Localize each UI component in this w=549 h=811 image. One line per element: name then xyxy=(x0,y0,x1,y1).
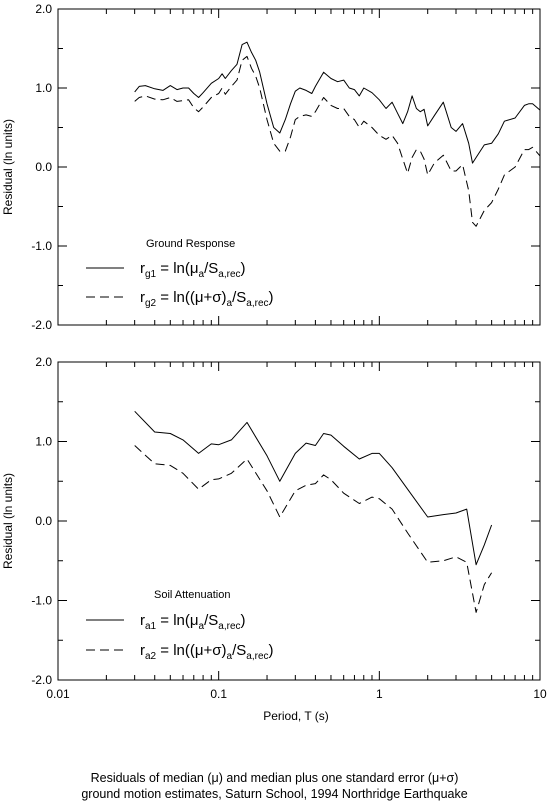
caption-line-2: ground motion estimates, Saturn School, … xyxy=(81,787,468,801)
y-tick-label: 2.0 xyxy=(35,355,52,369)
x-axis-label: Period, T (s) xyxy=(263,709,329,723)
panel-ground-response: 2.0 1.0 0.0 -1.0 -2.0 Residual (ln units) Gro… xyxy=(1,2,541,332)
legend-eq-mid: /S xyxy=(204,260,218,277)
legend-item-ra2: ra2 = ln((μ+σ)a/Sa,rec) xyxy=(86,642,274,662)
legend-eq-mid: /S xyxy=(232,642,246,659)
panel-soil-attenuation: 2.0 1.0 0.0 -1.0 -2.0 Residual (ln units) 0.01… xyxy=(1,355,547,701)
legend-eq-sub: a xyxy=(199,621,205,632)
legend-eq-pre: = ln(μ xyxy=(156,612,198,629)
legend-symbol-subscript: g2 xyxy=(145,298,157,309)
svg-text:ra2 = ln((μ+σ)a/Sa,rec): ra2 = ln((μ+σ)a/Sa,rec) xyxy=(140,642,274,662)
y-tick-label: -2.0 xyxy=(31,673,52,687)
svg-text:rg2 = ln((μ+σ)a/Sa,rec): rg2 = ln((μ+σ)a/Sa,rec) xyxy=(140,289,274,309)
x-tick-label: 0.01 xyxy=(46,687,70,701)
legend-eq-post: ) xyxy=(269,642,274,659)
legend-eq-pre: = ln(μ xyxy=(156,260,198,277)
y-tick-label: 1.0 xyxy=(35,435,52,449)
legend-symbol: r xyxy=(140,642,145,659)
legend-symbol: r xyxy=(140,260,145,277)
y-axis-label: Residual (ln units) xyxy=(1,473,15,569)
caption-line-1: Residuals of median (μ) and median plus … xyxy=(90,771,459,785)
series-line-dashed xyxy=(134,55,541,227)
legend-item-rg1: rg1 = ln(μa/Sa,rec) xyxy=(86,260,246,280)
legend-eq-mid: /S xyxy=(232,289,246,306)
legend-symbol-subscript: a1 xyxy=(145,621,157,632)
legend-eq-post: ) xyxy=(269,289,274,306)
legend-item-rg2: rg2 = ln((μ+σ)a/Sa,rec) xyxy=(86,289,274,309)
legend-item-ra1: ra1 = ln(μa/Sa,rec) xyxy=(86,612,246,632)
plot-frame xyxy=(57,8,541,326)
y-tick-label: -1.0 xyxy=(31,594,52,608)
legend-eq-post: ) xyxy=(241,612,246,629)
legend-eq-sub2: a,rec xyxy=(218,621,240,632)
legend-symbol: r xyxy=(140,612,145,629)
svg-text:rg1 = ln(μa/Sa,rec): rg1 = ln(μa/Sa,rec) xyxy=(140,260,246,280)
legend-title-ground-response: Ground Response xyxy=(146,238,235,250)
figure-caption: Residuals of median (μ) and median plus … xyxy=(0,770,549,802)
legend-eq-sub: a xyxy=(227,298,233,309)
legend-eq-sub2: a,rec xyxy=(246,651,268,662)
series-line-solid xyxy=(134,41,541,164)
y-tick-label: 0.0 xyxy=(35,160,52,174)
legend-eq-sub2: a,rec xyxy=(218,269,240,280)
legend-eq-pre: = ln((μ+σ) xyxy=(156,289,226,306)
legend-eq-post: ) xyxy=(241,260,246,277)
legend-eq-mid: /S xyxy=(204,612,218,629)
y-tick-label: 0.0 xyxy=(35,514,52,528)
legend-eq-sub2: a,rec xyxy=(246,298,268,309)
legend-eq-sub: a xyxy=(199,269,205,280)
legend-symbol: r xyxy=(140,289,145,306)
legend-eq-sub: a xyxy=(227,651,233,662)
y-tick-label: 1.0 xyxy=(35,81,52,95)
y-tick-label: -1.0 xyxy=(31,239,52,253)
x-tick-label: 0.1 xyxy=(210,687,227,701)
plot-frame xyxy=(57,361,541,681)
legend-symbol-subscript: a2 xyxy=(145,651,157,662)
legend-title-soil-attenuation: Soil Attenuation xyxy=(154,589,230,601)
y-tick-label: -2.0 xyxy=(31,318,52,332)
y-axis-label: Residual (ln units) xyxy=(1,119,15,215)
y-tick-label: 2.0 xyxy=(35,2,52,16)
series-line-solid xyxy=(134,410,493,566)
legend-symbol-subscript: g1 xyxy=(145,269,157,280)
series-line-dashed xyxy=(134,445,493,613)
x-tick-label: 1 xyxy=(376,687,383,701)
legend-eq-pre: = ln((μ+σ) xyxy=(156,642,226,659)
svg-text:ra1 = ln(μa/Sa,rec): ra1 = ln(μa/Sa,rec) xyxy=(140,612,246,632)
x-tick-label: 10 xyxy=(533,687,547,701)
